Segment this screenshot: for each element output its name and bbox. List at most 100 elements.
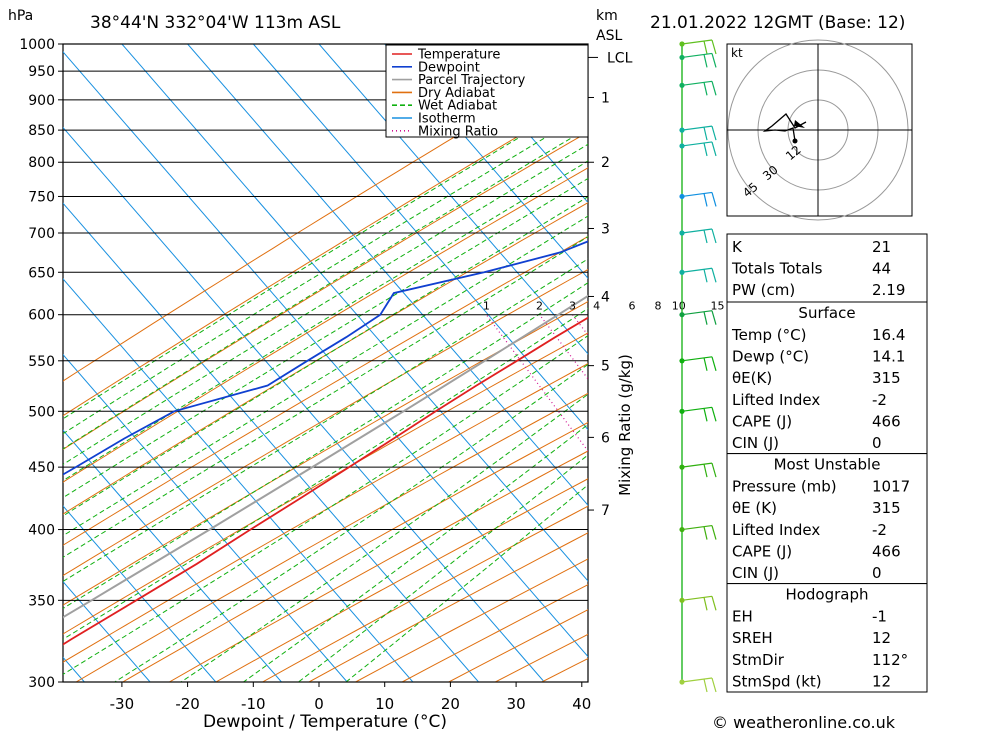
temperature-tick-label: 30 bbox=[507, 695, 526, 713]
barb-flag bbox=[703, 597, 708, 611]
barb-shaft bbox=[681, 141, 713, 147]
most-unstable-box bbox=[726, 453, 928, 585]
pressure-tick-label: 450 bbox=[28, 460, 55, 476]
wind-barb bbox=[679, 141, 717, 157]
barb-flag bbox=[703, 357, 708, 371]
index-label: PW (cm) bbox=[732, 281, 795, 299]
barb-flag bbox=[703, 54, 708, 68]
isotherm-line bbox=[252, 44, 588, 431]
isotherm-line bbox=[384, 44, 588, 279]
legend-entry: Mixing Ratio bbox=[418, 124, 498, 139]
isotherm-line bbox=[187, 44, 588, 507]
most-unstable-row-label: Pressure (mb) bbox=[732, 478, 837, 496]
pressure-tick-label: 400 bbox=[28, 523, 55, 539]
datetime-title: 21.01.2022 12GMT (Base: 12) bbox=[650, 13, 905, 33]
index-value: 2.19 bbox=[872, 281, 905, 299]
hodograph-table-row-label: StmDir bbox=[732, 651, 785, 669]
wind-barb bbox=[679, 191, 717, 207]
barb-flag bbox=[711, 407, 717, 422]
temperature-tick-label: -20 bbox=[175, 695, 200, 713]
isotherm-line bbox=[63, 353, 348, 682]
hodograph-table-row-label: StmSpd (kt) bbox=[732, 672, 822, 690]
km-tick-label: 3 bbox=[601, 221, 610, 237]
barb-flag bbox=[703, 142, 708, 157]
pressure-tick-label: 700 bbox=[28, 226, 55, 242]
temperature-tick-label: 20 bbox=[441, 695, 460, 713]
barb-flag bbox=[703, 311, 708, 325]
legend-entry: Isotherm bbox=[418, 112, 476, 127]
pressure-tick-label: 600 bbox=[28, 308, 55, 324]
surface-row-value: 315 bbox=[872, 369, 901, 387]
hodograph-table-row-label: EH bbox=[732, 608, 753, 626]
hodograph-table-row-value: 12 bbox=[872, 629, 891, 647]
mixing-ratio-label: 2 bbox=[536, 300, 543, 313]
km-tick-label: 6 bbox=[601, 430, 610, 446]
barb-flag bbox=[711, 525, 717, 540]
hodograph-table-box bbox=[726, 583, 928, 693]
most-unstable-row-label: CIN (J) bbox=[732, 564, 779, 582]
wind-barb bbox=[679, 406, 717, 422]
index-value: 44 bbox=[872, 260, 891, 278]
barb-flag bbox=[703, 40, 708, 55]
hodograph-unit-label: kt bbox=[731, 46, 743, 60]
pressure-tick-label: 750 bbox=[28, 189, 55, 205]
barb-flag bbox=[711, 228, 717, 244]
most-unstable-row-label: CAPE (J) bbox=[732, 542, 792, 560]
barb-shaft bbox=[681, 310, 713, 316]
isotherm-line bbox=[450, 44, 588, 204]
temperature-tick-label: 40 bbox=[572, 695, 591, 713]
temperature-tick-label: -30 bbox=[110, 695, 135, 713]
barb-flag bbox=[711, 39, 717, 55]
barb-flag bbox=[703, 229, 708, 244]
sounding-series bbox=[63, 240, 588, 646]
legend-entry: Dry Adiabat bbox=[418, 86, 495, 101]
barb-flag bbox=[711, 81, 717, 96]
mixing-ratio-label: 4 bbox=[593, 300, 600, 313]
legend-entry: Temperature bbox=[417, 48, 500, 63]
most-unstable-row-value: -2 bbox=[872, 521, 887, 539]
most-unstable-row-value: 315 bbox=[872, 499, 901, 517]
dry-adiabat-line bbox=[63, 301, 588, 606]
surface-row-value: 16.4 bbox=[872, 326, 905, 344]
pressure-tick-label: 900 bbox=[28, 93, 55, 109]
barb-shaft bbox=[681, 267, 713, 273]
barb-flag bbox=[703, 269, 708, 283]
mixing-ratio-label: 1 bbox=[483, 300, 490, 313]
barb-flag bbox=[711, 356, 717, 371]
barb-shaft bbox=[681, 462, 713, 468]
wind-barb bbox=[679, 462, 717, 478]
barb-flag bbox=[711, 141, 717, 157]
pressure-tick-label: 1000 bbox=[19, 37, 55, 53]
location-title: 38°44'N 332°04'W 113m ASL bbox=[90, 13, 341, 33]
pressure-tick-label: 650 bbox=[28, 265, 55, 281]
surface-row-value: 14.1 bbox=[872, 348, 905, 366]
barb-flag bbox=[711, 53, 717, 68]
barb-shaft bbox=[681, 406, 713, 412]
barb-shaft bbox=[681, 191, 713, 198]
indices-box bbox=[726, 233, 928, 303]
barb-flag bbox=[703, 193, 708, 207]
surface-row-value: 466 bbox=[872, 412, 901, 430]
hodograph-table-row-value: 112° bbox=[872, 651, 908, 669]
hodograph-trace bbox=[762, 113, 807, 142]
wet-adiabat-line bbox=[63, 236, 588, 558]
wind-barb bbox=[679, 595, 717, 611]
barb-dot bbox=[679, 54, 685, 61]
km-tick-label: 4 bbox=[601, 289, 610, 305]
wet-adiabat-line bbox=[298, 454, 588, 682]
barb-flag bbox=[703, 464, 708, 478]
wind-barb bbox=[679, 39, 717, 55]
legend-entry: Wet Adiabat bbox=[418, 99, 497, 114]
mixing-ratio-label: 3 bbox=[569, 300, 576, 313]
most-unstable-title: Most Unstable bbox=[774, 456, 881, 474]
legend-box bbox=[385, 44, 589, 138]
surface-row-label: CIN (J) bbox=[732, 434, 779, 452]
barb-flag bbox=[711, 462, 717, 478]
wind-barb bbox=[679, 80, 717, 96]
dry-adiabat-line bbox=[169, 450, 588, 682]
hodograph-table-row-value: 12 bbox=[872, 672, 891, 690]
barb-dot bbox=[679, 597, 685, 603]
series-line-dewpoint bbox=[63, 240, 588, 476]
